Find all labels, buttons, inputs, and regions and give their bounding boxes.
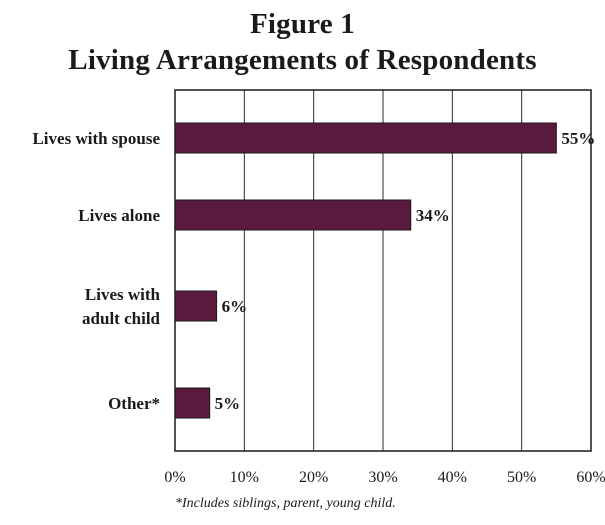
category-label: Lives with spouse [32, 129, 160, 148]
bar [174, 122, 557, 154]
x-tick-label: 40% [438, 469, 467, 486]
x-tick-label: 60% [576, 469, 605, 486]
data-label: 34% [416, 206, 450, 225]
x-tick-label: 20% [299, 469, 328, 486]
chart-subtitle: Living Arrangements of Respondents [68, 44, 537, 76]
x-tick-label: 10% [230, 469, 259, 486]
data-label: 5% [215, 394, 241, 413]
chart-title: Figure 1 [250, 8, 355, 40]
bar [174, 387, 211, 419]
x-tick-label: 50% [507, 469, 536, 486]
data-label: 6% [222, 297, 248, 316]
bar [174, 290, 218, 322]
category-label: Other* [108, 394, 160, 413]
chart-title-block: Figure 1 Living Arrangements of Responde… [0, 6, 605, 78]
x-tick-label: 30% [368, 469, 397, 486]
bar [174, 199, 412, 231]
category-label: Lives alone [78, 206, 160, 225]
category-label: adult child [82, 309, 160, 328]
category-label: Lives with [85, 285, 161, 304]
chart-footnote: *Includes siblings, parent, young child. [175, 496, 396, 511]
plot-frame [174, 89, 592, 452]
x-tick-label: 0% [164, 469, 185, 486]
data-label: 55% [561, 129, 595, 148]
